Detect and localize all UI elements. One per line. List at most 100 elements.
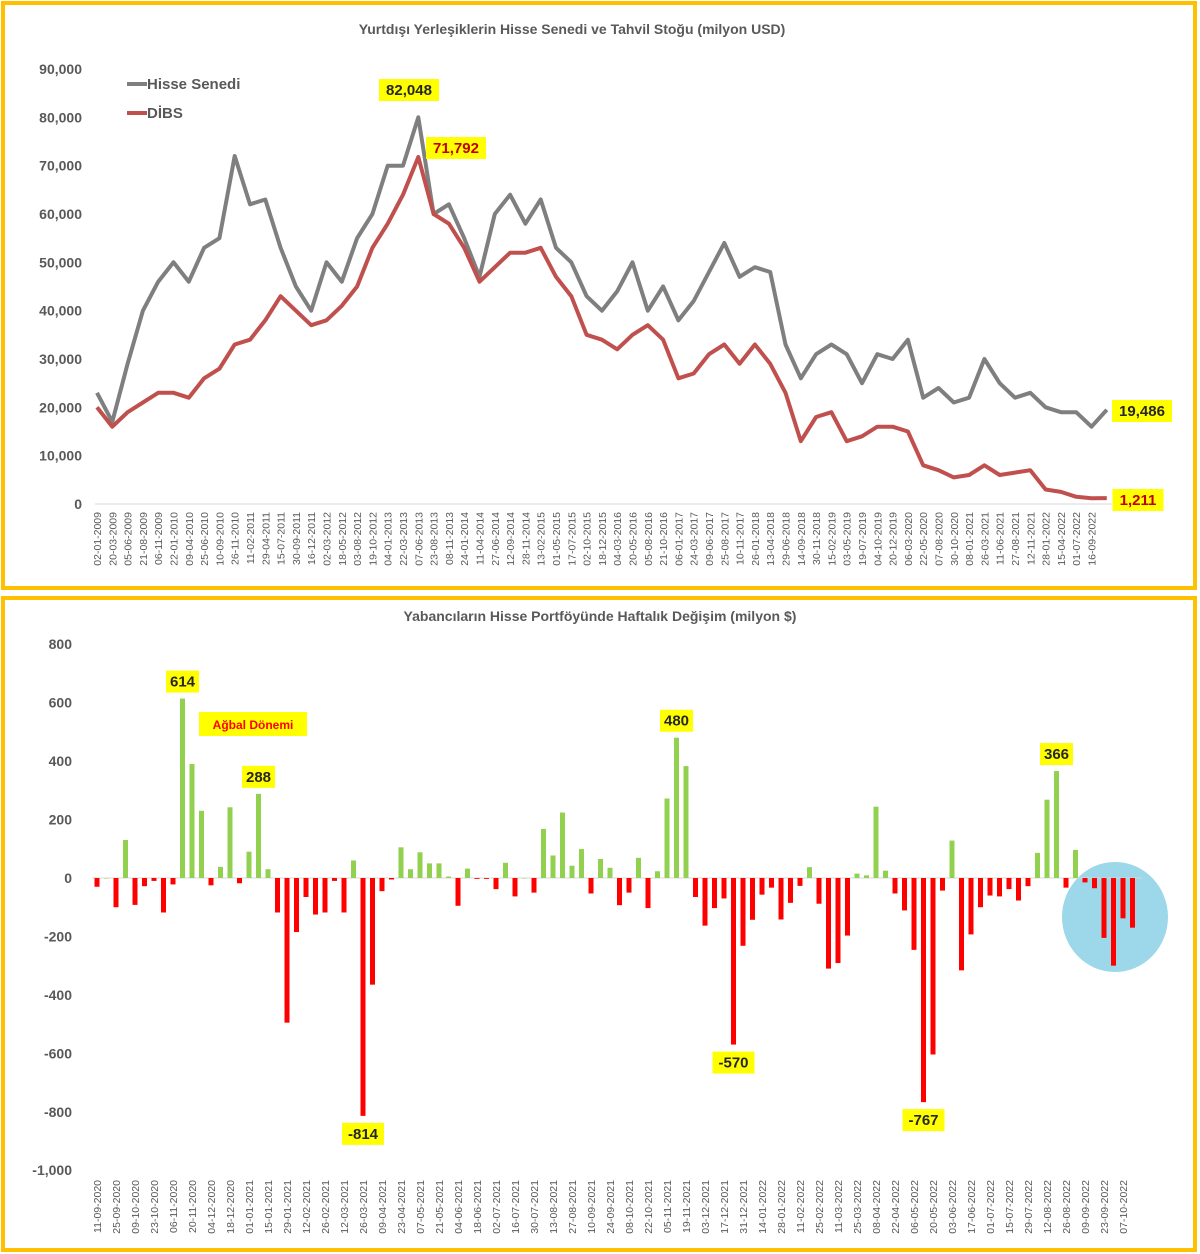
bottom-y-tick-label: -600	[44, 1045, 72, 1061]
bar	[978, 878, 983, 908]
top-x-tick-label: 16-09-2022	[1087, 512, 1099, 566]
bar	[721, 878, 727, 899]
bar	[778, 878, 784, 920]
bar	[873, 806, 879, 878]
top-x-tick-label: 17-07-2015	[566, 512, 578, 566]
legend-label-dibs: DİBS	[147, 105, 183, 122]
bottom-x-tick-label: 14-01-2022	[757, 1180, 769, 1234]
data-label-box	[242, 765, 275, 788]
bottom-x-tick-label: 31-12-2021	[738, 1180, 750, 1234]
data-label: 480	[664, 713, 689, 730]
bar	[921, 878, 926, 1103]
top-x-tick-label: 02-03-2012	[322, 512, 334, 566]
bar	[816, 878, 822, 904]
top-x-tick-label: 06-01-2017	[673, 512, 685, 566]
bar	[1025, 878, 1031, 887]
bar	[427, 863, 432, 878]
bar	[674, 737, 679, 878]
bottom-x-tick-label: 23-09-2022	[1099, 1180, 1111, 1234]
bottom-x-tick-label: 25-03-2022	[852, 1180, 864, 1234]
legend-label-hisse: Hisse Senedi	[147, 76, 240, 93]
top-x-tick-label: 20-12-2019	[888, 512, 900, 566]
bar	[826, 878, 831, 969]
data-label: 614	[170, 674, 196, 691]
bar	[151, 878, 157, 881]
data-label-box	[902, 1109, 945, 1132]
bottom-x-tick-label: 22-10-2021	[643, 1180, 655, 1234]
bar	[246, 851, 252, 878]
top-x-tick-label: 24-01-2014	[459, 512, 471, 566]
bar	[911, 878, 917, 950]
top-x-tick-label: 07-08-2020	[934, 512, 946, 566]
bottom-x-tick-label: 29-07-2022	[1023, 1180, 1035, 1234]
top-x-tick-label: 04-10-2019	[872, 512, 884, 566]
bar	[645, 878, 651, 909]
bar	[170, 878, 176, 885]
bar	[474, 878, 480, 879]
top-x-tick-label: 02-10-2015	[582, 512, 594, 566]
top-x-tick-label: 18-12-2015	[597, 512, 609, 566]
bar	[351, 860, 356, 878]
data-label-box	[166, 670, 199, 693]
bottom-y-tick-label: 0	[64, 870, 72, 886]
bottom-x-tick-label: 25-09-2020	[111, 1180, 123, 1234]
bar	[512, 878, 518, 897]
top-x-tick-label: 27-06-2014	[490, 512, 502, 566]
top-x-tick-label: 13-04-2018	[765, 512, 777, 566]
bar	[284, 878, 290, 1023]
top-x-tick-label: 08-11-2013	[444, 512, 456, 565]
bar	[294, 878, 299, 933]
bar	[1006, 878, 1012, 890]
top-x-tick-label: 29-04-2011	[260, 512, 272, 565]
bar	[1044, 799, 1050, 878]
bar	[902, 878, 907, 911]
top-y-tick-label: 90,000	[39, 61, 82, 77]
data-label-box	[1112, 489, 1164, 511]
bar	[237, 878, 242, 884]
bottom-y-tick-label: -800	[44, 1104, 72, 1120]
bar	[598, 859, 603, 878]
top-x-tick-label: 05-08-2016	[643, 512, 655, 566]
top-x-tick-label: 28-11-2014	[520, 512, 532, 565]
top-x-tick-label: 03-05-2019	[842, 512, 854, 566]
top-x-tick-label: 26-01-2018	[750, 512, 762, 566]
top-x-tick-label: 19-10-2012	[367, 512, 379, 566]
top-x-tick-label: 29-06-2018	[781, 512, 793, 566]
bar	[807, 867, 812, 878]
bar	[1120, 878, 1126, 919]
bottom-y-tick-label: -1,000	[32, 1162, 72, 1178]
bar	[142, 878, 147, 887]
bottom-x-tick-label: 26-08-2022	[1061, 1180, 1073, 1234]
bar	[123, 840, 128, 878]
top-x-tick-label: 09-06-2017	[704, 512, 716, 566]
bottom-x-tick-label: 06-05-2022	[909, 1180, 921, 1234]
bar	[265, 869, 271, 878]
bar	[968, 878, 974, 935]
bar	[227, 807, 233, 878]
top-x-tick-label: 18-05-2012	[337, 512, 349, 566]
top-y-tick-label: 20,000	[39, 399, 82, 415]
data-label: 366	[1044, 746, 1069, 763]
bar	[854, 873, 860, 878]
bottom-x-tick-label: 27-08-2021	[567, 1180, 579, 1234]
bar	[208, 878, 214, 886]
bar	[465, 868, 470, 878]
top-x-tick-label: 06-11-2009	[153, 512, 165, 565]
top-x-tick-label: 03-08-2012	[352, 512, 364, 566]
bar	[940, 878, 945, 891]
bottom-x-tick-label: 18-06-2021	[472, 1180, 484, 1234]
top-x-tick-label: 14-09-2018	[796, 512, 808, 566]
bar	[332, 878, 337, 881]
bottom-x-tick-label: 15-01-2021	[263, 1180, 275, 1234]
bottom-x-tick-label: 22-04-2022	[890, 1180, 902, 1234]
bar	[569, 865, 575, 878]
period-label: Ağbal Dönemi	[199, 712, 307, 736]
top-x-tick-label: 21-10-2016	[658, 512, 670, 566]
bar	[256, 793, 261, 878]
bar	[959, 878, 964, 971]
top-x-tick-label: 01-07-2022	[1071, 512, 1083, 566]
bar	[341, 878, 347, 913]
top-y-tick-label: 50,000	[39, 254, 82, 270]
bottom-x-tick-label: 01-01-2021	[244, 1180, 256, 1234]
top-x-tick-label: 08-01-2021	[964, 512, 976, 566]
